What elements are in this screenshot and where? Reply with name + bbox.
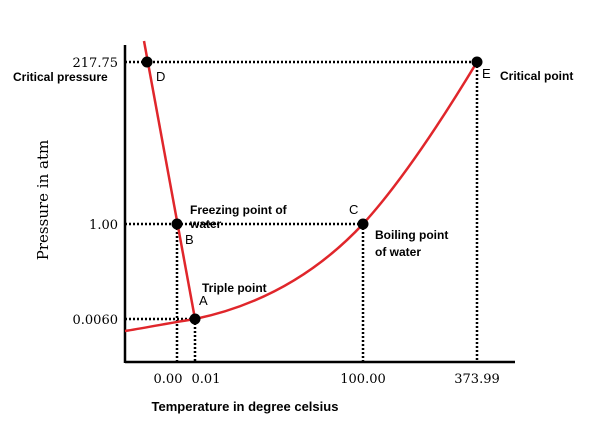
y-axis-label: Pressure in atm [34, 140, 52, 260]
solid-liquid-curve [142, 40, 197, 320]
y-tick-217: 217.75 [73, 56, 119, 71]
boiling-label-line1: Boiling point [375, 228, 448, 242]
critical-point-label: Critical point [500, 69, 573, 83]
critical-pressure-label: Critical pressure [13, 70, 108, 84]
x-tick-000: 0.00 [154, 372, 183, 387]
point-e-dot [471, 56, 483, 68]
point-c-letter: C [349, 202, 358, 217]
freezing-label-line2: water [189, 217, 222, 231]
x-tick-374: 373.99 [454, 372, 500, 387]
solid-vapor-curve [124, 317, 196, 333]
point-b-dot [171, 218, 183, 230]
boiling-label-line2: of water [375, 245, 421, 259]
triple-point-label: Triple point [202, 281, 267, 295]
point-e-letter: E [482, 66, 491, 81]
point-d-letter: D [156, 69, 165, 84]
x-axis-label: Temperature in degree celsius [152, 399, 339, 414]
y-tick-1: 1.00 [89, 218, 118, 233]
point-b-letter: B [185, 232, 194, 247]
point-d-dot [141, 56, 153, 68]
x-tick-001: 0.01 [192, 372, 221, 387]
x-tick-100: 100.00 [340, 372, 386, 387]
freezing-label-line1: Freezing point of [190, 203, 288, 217]
point-c-dot [357, 218, 369, 230]
point-a-letter: A [199, 293, 208, 308]
y-tick-0006: 0.0060 [73, 313, 119, 328]
guide-lines [125, 60, 479, 362]
point-a-dot [189, 313, 201, 325]
